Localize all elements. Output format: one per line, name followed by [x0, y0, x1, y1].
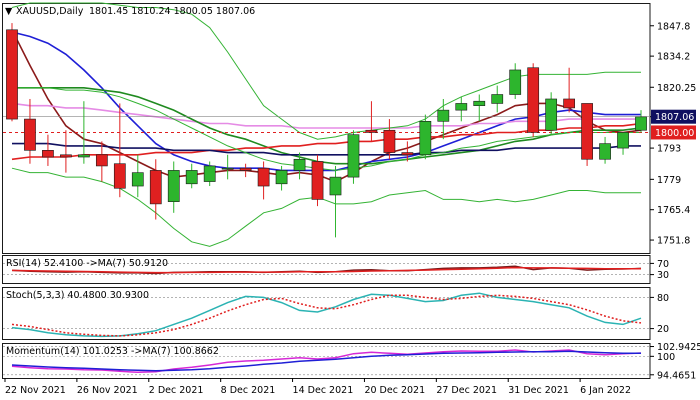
candle-bullish — [491, 94, 504, 104]
stochastic-series-line — [11, 294, 642, 337]
stochastic-tick-label: 20 — [657, 324, 669, 335]
price-tick-label: 1765.4 — [657, 205, 690, 216]
candle-bullish — [635, 116, 647, 131]
candle-bullish — [347, 134, 360, 178]
price-tick-label: 1751.8 — [657, 236, 690, 247]
candle-bullish — [329, 176, 342, 196]
candle-bearish — [24, 118, 36, 151]
candle-bullish — [221, 167, 234, 170]
price-tick-label: 1834.2 — [657, 52, 690, 63]
candle-bullish — [473, 100, 486, 106]
candle-bullish — [131, 172, 144, 187]
price-tick-label: 1847.8 — [657, 21, 690, 32]
candle-bearish — [257, 167, 270, 187]
candle-bullish — [455, 103, 468, 111]
candle-bearish — [149, 170, 162, 205]
candle-bearish — [60, 154, 72, 158]
price-tick-label: 1793 — [657, 144, 681, 155]
collapse-triangle-icon: ▼ — [5, 6, 13, 17]
candle-bearish — [563, 98, 575, 109]
candle-bearish — [6, 29, 18, 120]
candle-bullish — [545, 98, 558, 131]
overlay-line-ma_navy — [12, 142, 641, 156]
candle-bearish — [581, 103, 593, 160]
rsi-header-label: RSI(14) 52.4100 ->MA(7) 50.9120 — [6, 258, 168, 269]
momentum-tick-label: 102.9425 — [657, 342, 700, 353]
x-axis-date-label: 22 Nov 2021 — [5, 385, 66, 396]
price-tick-label: 1779 — [657, 175, 681, 186]
chart-symbol-label: XAUUSD,Daily — [16, 6, 84, 17]
candle-bullish — [185, 170, 198, 185]
reference-level-tag-label: 1800.00 — [655, 128, 694, 139]
overlay-line-ma_green — [12, 87, 642, 165]
x-axis-date-label: 26 Nov 2021 — [77, 385, 138, 396]
current-price-tag — [651, 109, 696, 124]
candle-bullish — [437, 109, 450, 122]
chart-ohlc-label: 1801.45 1810.24 1800.05 1807.06 — [89, 6, 255, 17]
candle-bullish — [275, 170, 288, 185]
reference-level-tag — [651, 125, 696, 140]
candle-bullish — [599, 143, 611, 160]
stochastic-tick-label: 80 — [657, 293, 669, 304]
momentum-series-line — [11, 350, 641, 372]
x-axis-date-label: 2 Dec 2021 — [149, 385, 204, 396]
x-axis-date-label: 31 Dec 2021 — [508, 385, 569, 396]
candle-bullish — [167, 170, 180, 202]
momentum-panel-frame — [2, 343, 651, 379]
x-axis-date-label: 14 Dec 2021 — [293, 385, 354, 396]
stochastic-panel-frame — [2, 287, 651, 340]
candle-bearish — [365, 129, 378, 133]
momentum-tick-label: 94.4651 — [657, 370, 696, 381]
x-axis-date-label: 27 Dec 2021 — [436, 385, 497, 396]
candle-bearish — [401, 152, 414, 156]
candle-bearish — [239, 167, 252, 171]
x-axis-date-label: 8 Dec 2021 — [221, 385, 276, 396]
rsi-series-line — [11, 266, 641, 274]
stochastic-header-label: Stoch(5,3,3) 40.4800 30.9300 — [6, 290, 149, 301]
candle-bearish — [95, 154, 108, 167]
candle-bullish — [617, 132, 629, 149]
momentum-header-label: Momentum(14) 101.0253 ->MA(7) 100.8662 — [6, 346, 219, 357]
candle-bearish — [383, 129, 396, 153]
rsi-tick-label: 30 — [657, 270, 669, 281]
candle-bullish — [293, 158, 306, 171]
candle-bearish — [527, 67, 540, 133]
overlay-line-bollinger — [12, 87, 641, 171]
rsi-tick-label: 70 — [657, 259, 669, 270]
price-tick-label: 1820.25 — [657, 83, 696, 94]
candle-bullish — [419, 121, 432, 156]
candle-bearish — [311, 161, 324, 200]
candle-bullish — [203, 165, 216, 182]
x-axis-date-label: 20 Dec 2021 — [364, 385, 425, 396]
candle-bullish — [78, 154, 90, 158]
candle-bearish — [113, 163, 126, 189]
x-axis-date-label: 6 Jan 2022 — [580, 385, 631, 396]
candle-bullish — [509, 69, 522, 95]
current-price-tag-label: 1807.06 — [655, 112, 694, 123]
momentum-tick-label: 100 — [657, 352, 675, 363]
candle-bearish — [42, 150, 54, 158]
